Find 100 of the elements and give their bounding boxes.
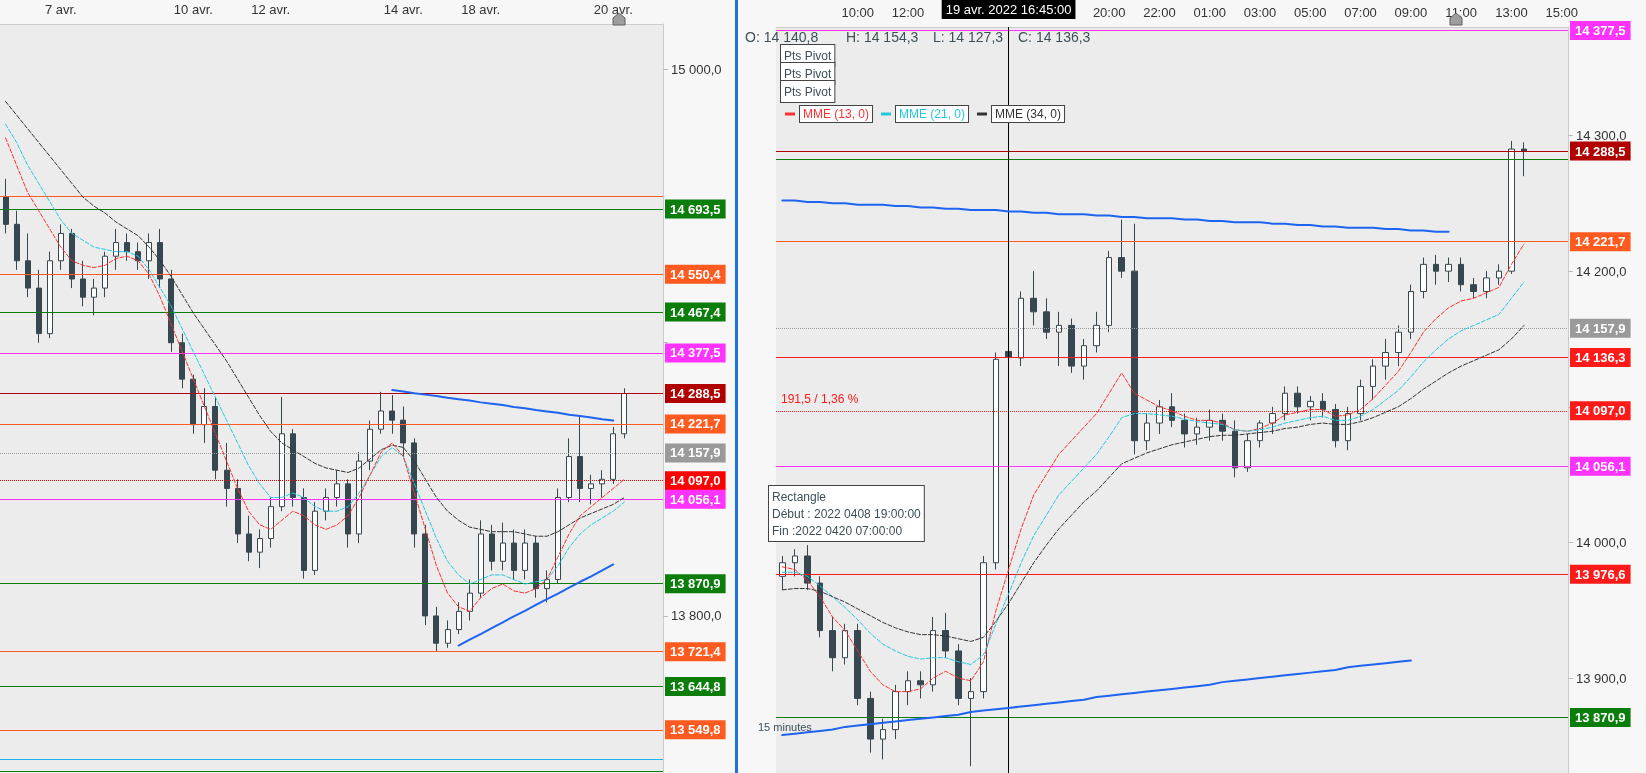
- candlestick: [842, 623, 848, 665]
- candlestick: [102, 251, 108, 298]
- candlestick: [14, 210, 20, 271]
- candlestick: [621, 387, 627, 439]
- annotation: H: 14 154,3: [846, 28, 919, 45]
- candlestick: [456, 601, 462, 635]
- annotation: C: 14 136,3: [1018, 28, 1091, 45]
- candlestick: [942, 612, 949, 659]
- candlestick: [301, 487, 307, 580]
- candlestick: [1496, 263, 1502, 286]
- candlestick: [1294, 385, 1301, 415]
- y-tick-label: 14 000,0: [1576, 534, 1627, 550]
- candlestick: [146, 232, 152, 280]
- candlestick: [1093, 311, 1100, 354]
- x-tick-label: 18 avr.: [461, 2, 501, 17]
- candlestick: [25, 232, 31, 298]
- legend-label: MME (34, 0): [995, 107, 1062, 121]
- candlestick: [268, 497, 274, 549]
- legend-label: MME (13, 0): [803, 107, 870, 121]
- candlestick: [1458, 257, 1464, 292]
- candlestick: [1244, 433, 1251, 473]
- candlestick: [467, 578, 473, 621]
- x-tick-label: 20 avr.: [593, 2, 633, 17]
- ref-line-label: 14 288,5: [670, 385, 721, 401]
- x-tick-label: 10 avr.: [173, 2, 213, 17]
- candlestick: [1118, 219, 1125, 279]
- candlestick: [829, 616, 836, 672]
- ref-line-label: 14 136,3: [1575, 350, 1626, 366]
- candlestick: [817, 575, 823, 638]
- candlestick: [1395, 324, 1402, 367]
- candlestick: [323, 487, 329, 521]
- legend-label: MME (21, 0): [899, 107, 966, 121]
- ref-line-label: 14 377,5: [1575, 22, 1626, 38]
- ref-line-label: 14 221,7: [1575, 234, 1626, 250]
- x-tick-label: 12:00: [891, 5, 925, 20]
- annotation: Rectangle Début : 2022 0408 19:00:00 Fin :2022 0420 07:00:00: [772, 489, 922, 538]
- candlestick: [1269, 406, 1276, 435]
- y-tick-label: 13 800,0: [671, 608, 722, 624]
- candlestick: [3, 178, 9, 234]
- candlestick: [1156, 399, 1163, 435]
- ref-line-label: 14 467,4: [670, 304, 722, 320]
- candlestick: [1068, 318, 1075, 374]
- candlestick: [378, 391, 384, 435]
- candlestick: [113, 228, 119, 271]
- candlestick: [345, 478, 351, 549]
- x-tick-label: 07:00: [1344, 5, 1377, 20]
- candlestick: [566, 437, 572, 503]
- ref-line-label: 14 097,0: [670, 473, 721, 489]
- ref-line-label: 13 870,9: [670, 576, 721, 592]
- x-tick-label: 14 avr.: [383, 2, 423, 17]
- annotation: Pts Pivot: [784, 66, 833, 81]
- candlestick: [1483, 270, 1490, 299]
- candlestick: [905, 670, 911, 706]
- candlestick: [157, 228, 163, 289]
- candlestick: [80, 260, 86, 307]
- candlestick: [1445, 257, 1452, 283]
- candlestick: [334, 469, 340, 508]
- candlestick: [1018, 290, 1024, 367]
- x-tick-label: 22:00: [1143, 5, 1176, 20]
- x-tick-label: 19 avr. 2022 16:45:00: [945, 2, 1072, 17]
- ref-line-label: 13 644,8: [670, 679, 721, 695]
- x-tick-label: 01:00: [1193, 5, 1226, 20]
- candlestick: [577, 415, 583, 503]
- candlestick: [224, 442, 230, 508]
- line-series: [391, 389, 615, 422]
- ref-line-label: 14 550,4: [670, 266, 722, 282]
- annotation: 191,5 / 1,36 %: [781, 391, 859, 406]
- candlestick: [235, 478, 241, 544]
- ref-line-label: 14 056,1: [670, 491, 721, 507]
- candlestick: [179, 333, 185, 389]
- x-tick-label: 09:00: [1394, 5, 1428, 20]
- x-tick-label: 10:00: [841, 5, 874, 20]
- candlestick: [1521, 141, 1527, 177]
- candlestick: [246, 515, 252, 562]
- candlestick: [1433, 254, 1439, 286]
- annotation: O: 14 140,8: [745, 28, 819, 45]
- candlestick: [968, 677, 974, 767]
- candlestick: [47, 251, 53, 339]
- candlestick: [867, 691, 874, 754]
- candlestick: [930, 616, 936, 693]
- y-tick-label: 13 900,0: [1576, 670, 1627, 686]
- candlestick: [1030, 270, 1037, 326]
- candlestick: [533, 535, 539, 599]
- candlestick: [599, 469, 605, 499]
- x-tick-label: 03:00: [1243, 5, 1277, 20]
- candlestick: [290, 428, 296, 508]
- annotation: Pts Pivot: [784, 48, 833, 63]
- candlestick: [1282, 385, 1288, 421]
- ref-line-label: 14 157,9: [670, 445, 721, 461]
- y-tick-label: 14 300,0: [1576, 128, 1627, 144]
- candlestick: [356, 451, 362, 544]
- x-tick-label: 20:00: [1092, 5, 1126, 20]
- ref-line-label: 14 097,0: [1575, 403, 1626, 419]
- y-tick-label: 15 000,0: [671, 62, 722, 78]
- candlestick: [588, 474, 594, 505]
- candlestick: [1408, 284, 1414, 340]
- candlestick: [522, 528, 528, 580]
- line-series: [781, 199, 1450, 233]
- x-tick-label: 05:00: [1294, 5, 1327, 20]
- ref-line-label: 13 976,6: [1575, 566, 1626, 582]
